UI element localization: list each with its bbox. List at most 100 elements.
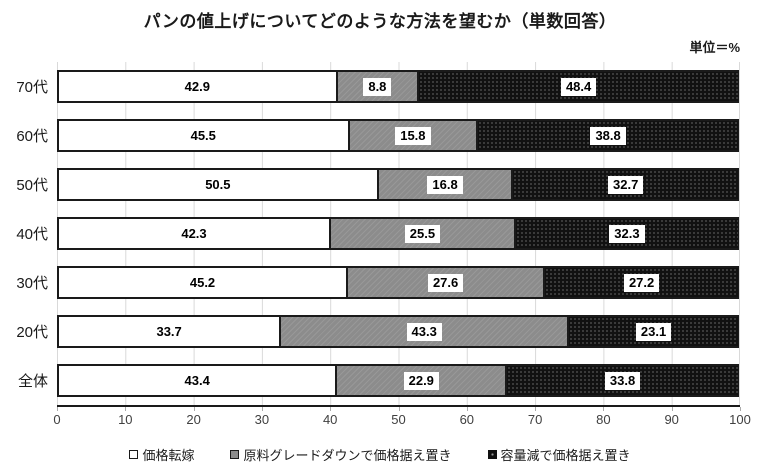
segment-value-label: 38.8 (590, 126, 626, 145)
category-label: 70代 (16, 79, 48, 96)
category-label: 30代 (16, 275, 48, 292)
segment-value-label: 8.8 (363, 77, 392, 96)
segment-value-label: 43.3 (406, 322, 442, 341)
x-tick-label: 0 (53, 412, 61, 427)
segment-value-label: 48.4 (560, 77, 597, 96)
bar-row: 30代 45.2 27.6 27.2 (16, 258, 740, 307)
stacked-bar: 33.7 43.3 23.1 (57, 315, 740, 348)
x-axis-tick (466, 407, 468, 411)
segment-value-label: 43.4 (184, 373, 210, 388)
bar-segment: 8.8 (337, 70, 420, 103)
segment-value-label: 33.8 (604, 371, 641, 390)
legend-swatch (487, 450, 497, 459)
x-axis-tick (671, 407, 673, 411)
bar-row: 70代 42.9 8.8 48.4 (16, 62, 740, 111)
x-tick-label: 60 (459, 412, 475, 427)
legend-item: 価格転嫁 (129, 445, 194, 464)
chart-title: パンの値上げについてどのような方法を望むか（単数回答） (143, 12, 617, 31)
bar-row: 60代 45.5 15.8 38.8 (16, 111, 740, 160)
category-label: 50代 (16, 177, 48, 194)
legend-label: 原料グレードダウンで価格据え置き (243, 448, 452, 463)
segment-value-label: 45.5 (190, 128, 216, 143)
x-axis-tick (261, 407, 263, 411)
legend-label: 価格転嫁 (142, 448, 195, 463)
x-tick-label: 90 (664, 412, 679, 427)
segment-value-label: 15.8 (395, 126, 431, 145)
bar-segment: 23.1 (569, 315, 740, 348)
segment-value-label: 45.2 (189, 275, 216, 290)
x-axis-tick (603, 407, 605, 411)
unit-label: 単位＝% (689, 40, 740, 55)
bar-segment: 48.4 (419, 70, 740, 103)
x-tick-label: 20 (186, 412, 201, 427)
x-tick-label: 10 (118, 412, 133, 427)
segment-value-label: 25.5 (404, 224, 441, 243)
stacked-bar: 42.3 25.5 32.3 (57, 217, 740, 250)
bar-segment: 42.3 (57, 217, 332, 250)
bar-segment: 15.8 (349, 119, 479, 152)
bar-segment: 32.7 (513, 168, 740, 201)
x-tick-label: 80 (596, 412, 611, 427)
bar-segment: 45.2 (57, 266, 349, 299)
bar-segment: 33.8 (507, 364, 740, 397)
segment-value-label: 23.1 (635, 322, 672, 341)
segment-value-label: 22.9 (403, 371, 439, 390)
x-axis-tick (398, 407, 400, 411)
plot-area: 70代 42.9 8.8 48.4 60代 45.5 15.8 38.8 50代 50.5 16.8… (16, 62, 740, 407)
bar-segment: 16.8 (378, 168, 514, 201)
x-tick-label: 100 (729, 412, 751, 427)
bar-segment: 32.3 (515, 217, 740, 250)
segment-value-label: 32.3 (609, 224, 645, 243)
legend-item: 原料グレードダウンで価格据え置き (230, 445, 452, 464)
stacked-bar: 45.5 15.8 38.8 (57, 119, 740, 152)
category-label: 40代 (16, 226, 48, 243)
legend-label: 容量減で価格据え置き (500, 448, 631, 463)
bar-segment: 27.2 (545, 266, 740, 299)
x-tick-label: 40 (322, 412, 338, 427)
x-axis-tick (535, 407, 537, 411)
segment-value-label: 42.3 (181, 226, 207, 241)
segment-value-label: 27.6 (427, 273, 464, 292)
bar-segment: 38.8 (478, 119, 740, 152)
bar-segment: 43.3 (281, 315, 570, 348)
stacked-bar: 50.5 16.8 32.7 (57, 168, 740, 201)
x-tick-label: 70 (527, 412, 543, 427)
bar-row: 20代 33.7 43.3 23.1 (16, 307, 740, 356)
bar-segment: 22.9 (337, 364, 508, 397)
stacked-bar: 43.4 22.9 33.8 (57, 364, 740, 397)
category-label: 全体 (17, 373, 48, 390)
bar-segment: 50.5 (57, 168, 379, 201)
stacked-bar: 42.9 8.8 48.4 (57, 70, 740, 103)
bar-segment: 33.7 (57, 315, 282, 348)
x-tick-label: 30 (254, 412, 270, 427)
legend-item: 容量減で価格据え置き (487, 445, 631, 464)
x-axis-tick (740, 407, 741, 411)
stacked-bar: 45.2 27.6 27.2 (57, 266, 740, 299)
category-label: 60代 (16, 128, 48, 145)
x-tick-label: 50 (391, 412, 406, 427)
bar-segment: 42.9 (57, 70, 338, 103)
x-axis-tick (330, 407, 332, 411)
bar-segment: 27.6 (348, 266, 546, 299)
segment-value-label: 16.8 (427, 175, 463, 194)
bar-row: 50代 50.5 16.8 32.7 (16, 160, 740, 209)
segment-value-label: 50.5 (205, 177, 231, 192)
x-axis-tick (57, 407, 58, 411)
bar-segment: 45.5 (57, 119, 350, 152)
bar-segment: 43.4 (57, 364, 338, 397)
bar-row: 全体 43.4 22.9 33.8 (18, 356, 740, 405)
segment-value-label: 33.7 (156, 324, 182, 339)
legend-swatch (129, 450, 139, 459)
legend: 価格転嫁 原料グレードダウンで価格据え置き 容量減で価格据え置き (0, 445, 760, 464)
x-axis-tick (193, 407, 195, 411)
segment-value-label: 27.2 (623, 273, 660, 292)
legend-swatch (230, 450, 240, 459)
x-axis: 0 10 20 30 40 50 60 70 80 90 100 (53, 407, 751, 431)
x-axis-tick (125, 407, 127, 411)
bar-segment: 25.5 (331, 217, 516, 250)
bar-row: 40代 42.3 25.5 32.3 (16, 209, 740, 258)
segment-value-label: 32.7 (608, 175, 644, 194)
segment-value-label: 42.9 (184, 79, 210, 94)
chart-area: 70代 42.9 8.8 48.4 60代 45.5 15.8 38.8 50代 50.5 16.8… (16, 62, 751, 431)
category-label: 20代 (16, 324, 48, 341)
